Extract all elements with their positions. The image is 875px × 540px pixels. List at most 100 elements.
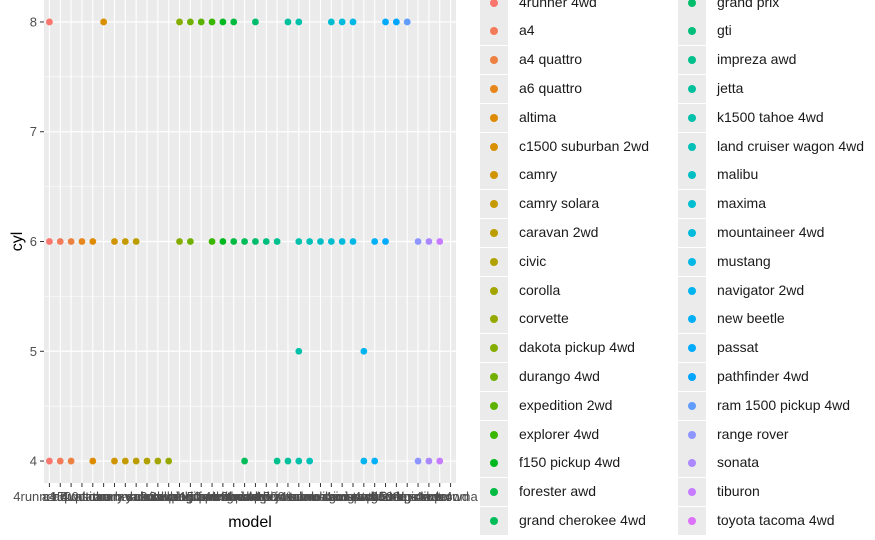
- legend-dot: [688, 0, 696, 7]
- legend-key: [480, 103, 508, 132]
- legend-dot: [688, 142, 696, 151]
- legend-item: mustang: [678, 247, 875, 276]
- legend-key: [480, 449, 508, 478]
- legend-dot: [490, 142, 498, 151]
- legend-key: [678, 334, 706, 363]
- legend-label: passat: [717, 339, 759, 356]
- legend-label: durango 4wd: [519, 368, 600, 384]
- x-tick-label: navigator 2wd: [323, 489, 404, 504]
- legend-label: c1500 suburban 2wd: [519, 137, 649, 154]
- data-point: [392, 18, 400, 26]
- legend-item: land cruiser wagon 4wd: [678, 132, 875, 161]
- legend-key: [480, 478, 508, 507]
- legend-label: jetta: [717, 80, 744, 96]
- legend-label: tiburon: [717, 483, 760, 500]
- legend-key: [480, 132, 508, 161]
- legend: 4runner 4wd a4 a4 quattro a6 quattro altima c…: [480, 0, 875, 540]
- data-point: [208, 18, 216, 26]
- legend-label: forester awd: [519, 483, 597, 500]
- legend-label: new beetle: [717, 310, 785, 327]
- y-tick-label: 4: [30, 454, 37, 469]
- y-tick-label: 5: [30, 344, 37, 359]
- data-point: [295, 238, 303, 245]
- x-tick-label: ram 1500 pickup 4wd: [345, 489, 469, 504]
- data-point: [46, 457, 53, 465]
- data-point: [327, 238, 335, 245]
- legend-item: malibu: [678, 161, 875, 190]
- data-point: [186, 18, 194, 26]
- legend-key: [480, 17, 508, 46]
- x-tick-label: maxima: [309, 489, 355, 504]
- data-point: [436, 238, 444, 245]
- legend-label: expedition 2wd: [519, 396, 613, 413]
- legend-dot: [688, 85, 696, 93]
- legend-dot: [688, 200, 696, 209]
- data-point: [165, 457, 173, 465]
- data-point: [252, 18, 259, 26]
- legend-item: impreza awd: [678, 46, 875, 75]
- x-tick-label: camry: [97, 489, 133, 504]
- legend-key: [678, 75, 706, 103]
- x-tick-label: explorer 4wd: [175, 489, 249, 504]
- legend-key: [678, 276, 706, 305]
- data-point: [349, 18, 357, 26]
- data-point: [132, 457, 140, 465]
- x-tick-label: dakota pickup 4wd: [126, 489, 234, 504]
- data-point: [284, 457, 292, 465]
- legend-label: navigator 2wd: [717, 281, 805, 298]
- legend-dot: [490, 0, 498, 7]
- legend-label: camry: [519, 166, 558, 183]
- legend-item: a4 quattro: [480, 46, 677, 75]
- legend-item: navigator 2wd: [678, 276, 875, 305]
- data-point: [382, 238, 389, 245]
- data-point: [230, 238, 238, 245]
- legend-label: corvette: [519, 310, 569, 327]
- data-point: [111, 457, 118, 465]
- legend-dot: [490, 85, 498, 93]
- legend-item: f150 pickup 4wd: [480, 449, 677, 478]
- legend-dot: [490, 373, 498, 381]
- data-point: [111, 238, 118, 245]
- legend-dot: [490, 286, 498, 295]
- x-tick-label: mountaineer 4wd: [292, 489, 392, 504]
- legend-item: c1500 suburban 2wd: [480, 132, 677, 161]
- legend-dot: [490, 56, 498, 65]
- legend-dot: [688, 171, 696, 180]
- legend-key: [678, 391, 706, 420]
- legend-item: maxima: [678, 190, 875, 219]
- legend-item: civic: [480, 247, 677, 276]
- legend-key: [678, 420, 706, 449]
- y-axis-ticks: 4 5 6 7 8: [30, 14, 44, 469]
- data-point: [382, 18, 389, 26]
- legend-key: [678, 190, 706, 219]
- legend-label: grand prix: [717, 0, 780, 10]
- legend-key: [678, 478, 706, 507]
- legend-dot: [490, 517, 498, 525]
- legend-key: [678, 363, 706, 391]
- legend-dot: [688, 517, 696, 525]
- data-point: [121, 238, 129, 245]
- legend-item: 4runner 4wd: [480, 0, 677, 17]
- data-point: [317, 238, 324, 245]
- data-point: [67, 457, 75, 465]
- legend-key: [678, 449, 706, 478]
- legend-item: range rover: [678, 420, 875, 449]
- legend-dot: [688, 56, 696, 65]
- legend-label: corolla: [519, 281, 561, 298]
- data-point: [56, 238, 64, 245]
- legend-label: mountaineer 4wd: [717, 224, 825, 240]
- y-tick-label: 7: [30, 124, 37, 139]
- legend-label: camry solara: [519, 195, 600, 212]
- legend-dot: [688, 113, 696, 122]
- legend-item: toyota tacoma 4wd: [678, 507, 875, 535]
- legend-key: [480, 247, 508, 276]
- legend-item: durango 4wd: [480, 363, 677, 391]
- legend-label: malibu: [717, 166, 759, 183]
- legend-key: [480, 219, 508, 247]
- legend-dot: [490, 229, 498, 237]
- data-point: [241, 457, 248, 465]
- legend-item: camry: [480, 161, 677, 190]
- legend-label: dakota pickup 4wd: [519, 339, 635, 356]
- y-tick-label: 6: [30, 234, 37, 249]
- legend-key: [678, 507, 706, 535]
